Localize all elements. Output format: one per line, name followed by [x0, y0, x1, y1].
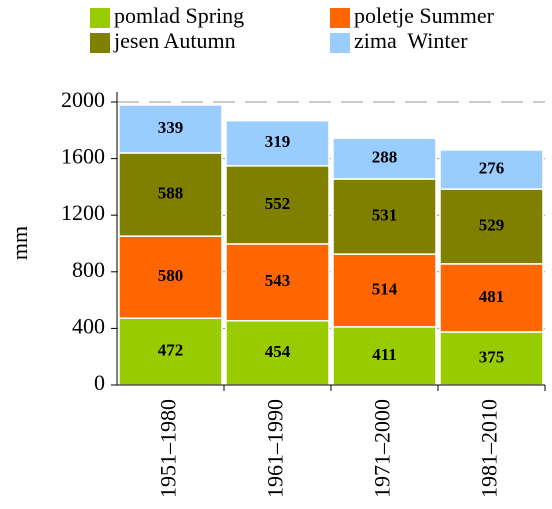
x-tick-label: 1961–1990	[263, 399, 288, 498]
bar-segment	[118, 152, 223, 237]
bar-segment	[332, 253, 437, 328]
data-label: 276	[479, 158, 505, 177]
data-label: 375	[479, 347, 505, 366]
legend-label: zima Winter	[354, 28, 468, 53]
bar-segment	[225, 119, 330, 167]
x-tick-label: 1971–2000	[370, 399, 395, 498]
bar-segment	[118, 317, 223, 386]
bar-segment	[225, 243, 330, 322]
bar-segment	[439, 149, 544, 190]
data-label: 411	[372, 345, 397, 364]
legend-swatch	[330, 8, 350, 28]
data-label: 552	[265, 194, 291, 213]
x-tick-label: 1951–1980	[156, 399, 181, 498]
data-label: 531	[372, 205, 398, 224]
data-label: 580	[158, 266, 184, 285]
legend-swatch	[90, 33, 110, 53]
bar-segment	[332, 137, 437, 180]
bar-segment	[332, 326, 437, 386]
data-label: 472	[158, 341, 184, 360]
bar-segment	[439, 263, 544, 333]
legend-label: poletje Summer	[354, 3, 495, 28]
data-label: 481	[479, 287, 505, 306]
bar-segment	[439, 188, 544, 265]
data-label: 454	[265, 342, 291, 361]
legend-swatch	[90, 8, 110, 28]
bar-segment	[118, 235, 223, 319]
y-tick-label: 2000	[61, 87, 105, 112]
legend-swatch	[330, 33, 350, 53]
legend-label: jesen Autumn	[113, 28, 236, 53]
data-label: 588	[158, 183, 184, 202]
data-label: 514	[372, 279, 398, 298]
data-label: 543	[265, 271, 291, 290]
x-tick-label: 1981–2010	[477, 399, 502, 498]
data-label: 288	[372, 148, 398, 167]
data-label: 529	[479, 215, 505, 234]
y-axis-label: mm	[7, 226, 32, 260]
y-tick-label: 400	[72, 313, 105, 338]
y-tick-label: 1600	[61, 144, 105, 169]
legend-label: pomlad Spring	[114, 3, 244, 28]
y-tick-label: 1200	[61, 200, 105, 225]
bar-segment	[225, 165, 330, 245]
y-tick-label: 0	[94, 370, 105, 395]
y-tick-label: 800	[72, 257, 105, 282]
bar-segment	[118, 104, 223, 154]
data-label: 319	[265, 132, 291, 151]
data-label: 339	[158, 118, 184, 137]
